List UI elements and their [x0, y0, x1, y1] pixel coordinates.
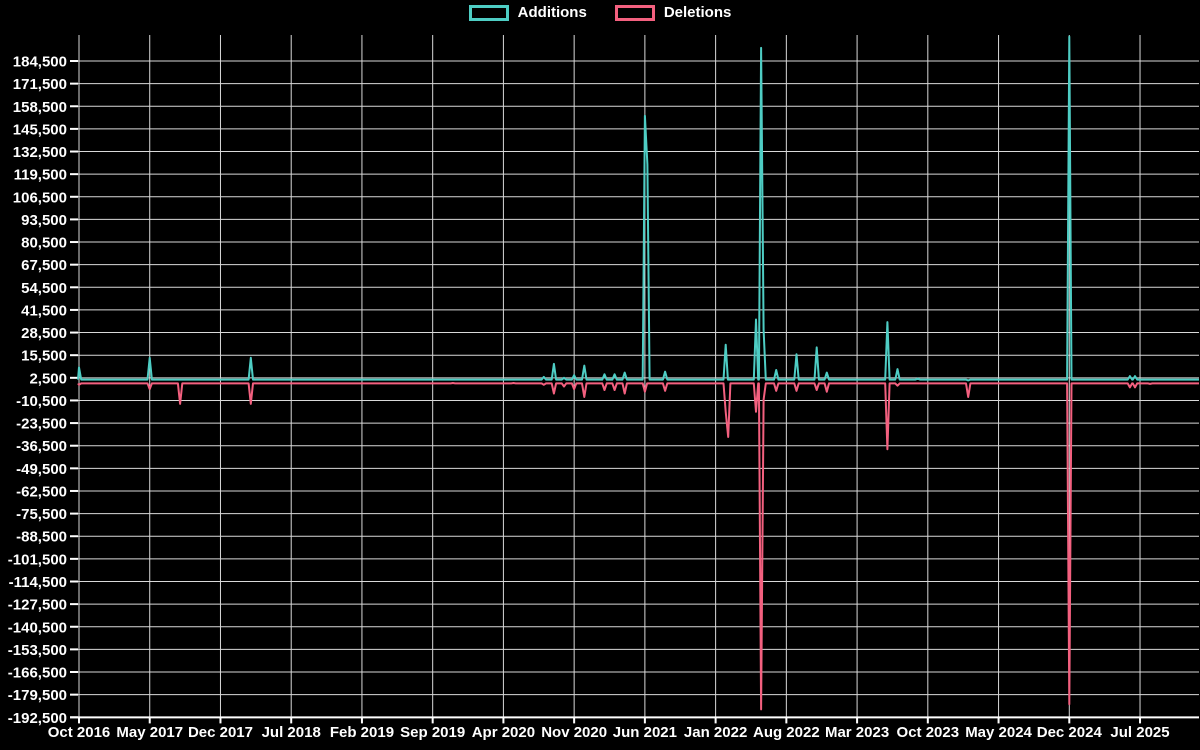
y-tick-label: 67,500 [21, 257, 67, 274]
y-tick-label: 54,500 [21, 280, 67, 297]
y-tick-label: -10,500 [16, 393, 67, 410]
legend-item-deletions[interactable]: Deletions [614, 4, 732, 21]
legend-item-additions[interactable]: Additions [468, 4, 587, 21]
x-tick-label: Jan 2022 [684, 724, 747, 741]
y-tick-label: -101,500 [8, 551, 67, 568]
y-tick-label: -62,500 [16, 483, 67, 500]
x-tick-label: Feb 2019 [330, 724, 394, 741]
x-tick-label: Aug 2022 [753, 724, 820, 741]
y-tick-label: 158,500 [13, 99, 67, 116]
y-tick-label: 106,500 [13, 189, 67, 206]
legend-label-deletions: Deletions [663, 4, 732, 21]
y-tick-label: 28,500 [21, 325, 67, 342]
x-tick-label: Jul 2025 [1110, 724, 1169, 741]
chart-legend: Additions Deletions [0, 5, 1200, 21]
additions-swatch-icon [468, 5, 509, 21]
y-tick-label: 171,500 [13, 76, 67, 93]
deletions-swatch-icon [614, 5, 655, 21]
y-tick-label: -179,500 [8, 687, 67, 704]
series-deletions-path [77, 382, 1199, 711]
series-layer [77, 35, 1199, 711]
y-tick-label: 93,500 [21, 212, 67, 229]
label-layer: 184,500 171,500 158,500 145,500 132,500 119,5… [8, 54, 1170, 742]
legend-label-additions: Additions [517, 4, 587, 21]
y-tick-label: -192,500 [8, 710, 67, 727]
y-tick-label: 80,500 [21, 235, 67, 252]
y-tick-label: -36,500 [16, 438, 67, 455]
y-tick-label: -127,500 [8, 597, 67, 614]
y-tick-label: 145,500 [13, 121, 67, 138]
y-tick-label: 119,500 [14, 167, 67, 184]
x-tick-label: Oct 2023 [897, 724, 960, 741]
x-tick-label: Mar 2023 [825, 724, 889, 741]
y-tick-label: -88,500 [16, 529, 67, 546]
x-tick-label: Jun 2021 [613, 724, 677, 741]
y-tick-label: 2,500 [29, 370, 67, 387]
x-tick-label: Dec 2017 [188, 724, 253, 741]
y-tick-label: -75,500 [16, 506, 67, 523]
y-tick-label: -166,500 [8, 665, 67, 682]
series-additions-path [77, 35, 1199, 382]
y-tick-label: -114,500 [9, 574, 67, 591]
y-tick-label: 184,500 [13, 54, 67, 71]
y-tick-label: -153,500 [8, 642, 67, 659]
x-tick-label: Oct 2016 [48, 724, 111, 741]
x-tick-label: Jul 2018 [262, 724, 321, 741]
x-tick-label: Nov 2020 [541, 724, 607, 741]
x-tick-label: May 2017 [116, 724, 183, 741]
y-tick-label: -140,500 [8, 619, 67, 636]
x-tick-label: Dec 2024 [1037, 724, 1103, 741]
x-tick-label: Apr 2020 [472, 724, 535, 741]
y-tick-label: 15,500 [21, 348, 67, 365]
y-tick-label: -23,500 [16, 416, 67, 433]
y-tick-label: -49,500 [16, 461, 67, 478]
y-tick-label: 132,500 [13, 144, 67, 161]
axis-layer [70, 60, 1199, 724]
y-tick-label: 41,500 [21, 302, 67, 319]
x-tick-label: May 2024 [965, 724, 1032, 741]
grid-layer [78, 35, 1199, 718]
x-tick-label: Sep 2019 [400, 724, 465, 741]
